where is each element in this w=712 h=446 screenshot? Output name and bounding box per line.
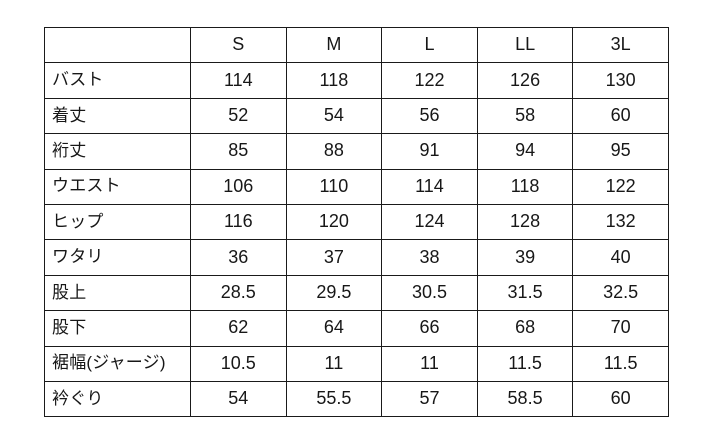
cell-eriguri-ll: 58.5 — [476, 380, 574, 418]
cell-hip-3l: 132 — [572, 203, 669, 241]
table-row: ワタリ 36 37 38 39 40 — [44, 239, 669, 276]
row-label-watari: ワタリ — [44, 239, 191, 276]
row-label-susohaba: 裾幅(ジャージ) — [44, 345, 191, 382]
table-row: 衿ぐり 54 55.5 57 58.5 60 — [44, 380, 669, 418]
cell-hip-m: 120 — [285, 203, 383, 241]
row-label-matagami: 股上 — [44, 274, 191, 312]
cell-matashita-m: 64 — [285, 310, 383, 347]
cell-kitake-m: 54 — [285, 97, 383, 135]
cell-matashita-ll: 68 — [476, 310, 574, 347]
row-label-yukitake: 裄丈 — [44, 133, 191, 170]
cell-kitake-s: 52 — [190, 97, 287, 135]
cell-waist-m: 110 — [285, 168, 383, 205]
cell-yukitake-m: 88 — [285, 133, 383, 170]
table-header: S M L LL 3L — [44, 26, 669, 64]
cell-matagami-3l: 32.5 — [572, 274, 669, 312]
cell-susohaba-l: 11 — [381, 345, 478, 382]
table-row: ヒップ 116 120 124 128 132 — [44, 203, 669, 241]
cell-eriguri-l: 57 — [381, 380, 478, 418]
size-chart-table: S M L LL 3L バスト 114 118 122 126 130 着丈 5… — [44, 26, 669, 418]
cell-yukitake-l: 91 — [381, 133, 478, 170]
cell-watari-ll: 39 — [476, 239, 574, 276]
cell-matashita-3l: 70 — [572, 310, 669, 347]
cell-susohaba-m: 11 — [285, 345, 383, 382]
cell-susohaba-ll: 11.5 — [476, 345, 574, 382]
cell-susohaba-3l: 11.5 — [572, 345, 669, 382]
cell-yukitake-s: 85 — [190, 133, 287, 170]
cell-yukitake-ll: 94 — [476, 133, 574, 170]
cell-hip-ll: 128 — [476, 203, 574, 241]
table-row: ウエスト 106 110 114 118 122 — [44, 168, 669, 205]
cell-eriguri-m: 55.5 — [285, 380, 383, 418]
row-label-kitake: 着丈 — [44, 97, 191, 135]
cell-matagami-s: 28.5 — [190, 274, 287, 312]
cell-kitake-l: 56 — [381, 97, 478, 135]
table-corner-cell — [44, 26, 191, 64]
cell-bust-s: 114 — [190, 62, 287, 99]
cell-kitake-ll: 58 — [476, 97, 574, 135]
cell-eriguri-3l: 60 — [572, 380, 669, 418]
cell-bust-3l: 130 — [572, 62, 669, 99]
table-row: 股上 28.5 29.5 30.5 31.5 32.5 — [44, 274, 669, 312]
cell-watari-l: 38 — [381, 239, 478, 276]
row-label-matashita: 股下 — [44, 310, 191, 347]
cell-waist-s: 106 — [190, 168, 287, 205]
table-body: バスト 114 118 122 126 130 着丈 52 54 56 58 6… — [44, 62, 669, 418]
row-label-waist: ウエスト — [44, 168, 191, 205]
row-label-eriguri: 衿ぐり — [44, 380, 191, 418]
cell-watari-m: 37 — [285, 239, 383, 276]
table-row: 裄丈 85 88 91 94 95 — [44, 133, 669, 170]
cell-watari-s: 36 — [190, 239, 287, 276]
column-header-m: M — [285, 26, 383, 64]
cell-bust-ll: 126 — [476, 62, 574, 99]
cell-susohaba-s: 10.5 — [190, 345, 287, 382]
cell-bust-l: 122 — [381, 62, 478, 99]
cell-bust-m: 118 — [285, 62, 383, 99]
cell-waist-3l: 122 — [572, 168, 669, 205]
table-row: バスト 114 118 122 126 130 — [44, 62, 669, 99]
row-label-bust: バスト — [44, 62, 191, 99]
cell-matagami-l: 30.5 — [381, 274, 478, 312]
cell-waist-ll: 118 — [476, 168, 574, 205]
cell-waist-l: 114 — [381, 168, 478, 205]
size-chart-container: S M L LL 3L バスト 114 118 122 126 130 着丈 5… — [44, 26, 669, 418]
column-header-ll: LL — [476, 26, 574, 64]
column-header-s: S — [190, 26, 287, 64]
cell-matagami-ll: 31.5 — [476, 274, 574, 312]
table-row: 裾幅(ジャージ) 10.5 11 11 11.5 11.5 — [44, 345, 669, 382]
cell-kitake-3l: 60 — [572, 97, 669, 135]
column-header-3l: 3L — [572, 26, 669, 64]
table-row: 股下 62 64 66 68 70 — [44, 310, 669, 347]
cell-hip-s: 116 — [190, 203, 287, 241]
cell-watari-3l: 40 — [572, 239, 669, 276]
cell-matagami-m: 29.5 — [285, 274, 383, 312]
table-header-row: S M L LL 3L — [44, 26, 669, 64]
cell-eriguri-s: 54 — [190, 380, 287, 418]
row-label-hip: ヒップ — [44, 203, 191, 241]
cell-yukitake-3l: 95 — [572, 133, 669, 170]
table-row: 着丈 52 54 56 58 60 — [44, 97, 669, 135]
column-header-l: L — [381, 26, 478, 64]
cell-matashita-s: 62 — [190, 310, 287, 347]
cell-matashita-l: 66 — [381, 310, 478, 347]
cell-hip-l: 124 — [381, 203, 478, 241]
